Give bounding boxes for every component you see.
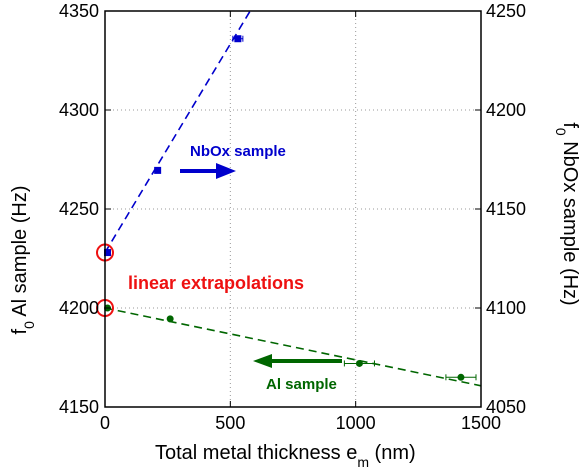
y-axis-right-label: f0 NbOx sample (Hz)	[553, 122, 581, 305]
fit-line	[104, 307, 482, 387]
y-right-tick-label: 4200	[486, 100, 526, 120]
data-points	[104, 35, 477, 381]
y-left-tick-label: 4200	[59, 298, 99, 318]
data-point	[355, 359, 363, 367]
y-left-label-sub: 0	[21, 321, 37, 329]
fit-lines	[104, 10, 482, 387]
y-left-tick-label: 4350	[59, 1, 99, 21]
y-right-label-rest: NbOx sample (Hz)	[559, 136, 581, 306]
y-left-tick-label: 4250	[59, 199, 99, 219]
annotation-al-sample: Al sample	[266, 376, 337, 393]
y-right-label-f: f	[559, 122, 581, 128]
x-axis-label-main: Total metal thickness e	[155, 442, 357, 464]
data-point	[166, 315, 174, 323]
x-tick-label: 500	[215, 413, 245, 433]
annotation-nbox-sample: NbOx sample	[190, 143, 286, 160]
x-axis-label-sub: m	[357, 454, 369, 470]
x-axis-label-unit: (nm)	[369, 442, 416, 464]
y-left-label-f: f	[9, 328, 31, 334]
x-tick-label: 0	[100, 413, 110, 433]
data-point	[234, 35, 242, 43]
y-left-tick-label: 4300	[59, 100, 99, 120]
y-axis-left-label: f0 Al sample (Hz)	[9, 186, 37, 335]
data-point	[104, 249, 112, 257]
fit-line	[104, 10, 251, 253]
x-tick-label: 1000	[336, 413, 376, 433]
y-right-tick-label: 4150	[486, 199, 526, 219]
y-right-tick-label: 4100	[486, 298, 526, 318]
x-tick-label: 1500	[461, 413, 501, 433]
y-right-tick-label: 4050	[486, 397, 526, 417]
x-axis-label: Total metal thickness em (nm)	[155, 442, 416, 470]
data-point	[457, 373, 465, 381]
y-right-label-sub: 0	[553, 128, 569, 136]
data-point	[154, 166, 162, 174]
y-right-tick-label: 4250	[486, 1, 526, 21]
grid-lines	[105, 11, 481, 407]
axis-ticks: 0 500 1000 1500 4150 4200 4250 4300 4350 4050 4100…	[59, 1, 526, 433]
annotation-linear-extrapolations: linear extrapolations	[128, 273, 304, 293]
arrow-left-icon	[253, 354, 342, 368]
y-left-label-rest: Al sample (Hz)	[9, 186, 31, 322]
arrow-right-icon	[180, 163, 236, 179]
y-left-tick-label: 4150	[59, 397, 99, 417]
